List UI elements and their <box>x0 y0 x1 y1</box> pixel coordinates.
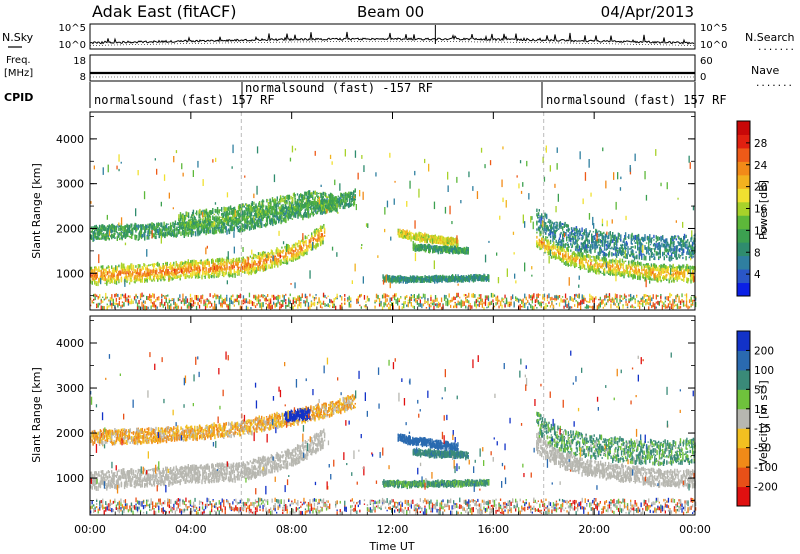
x-tick-label: 00:00 <box>74 523 106 536</box>
date-label: 04/Apr/2013 <box>601 3 694 21</box>
velocity-heatmap <box>90 316 697 516</box>
noise-trace <box>89 25 695 45</box>
colorbar-tick-label: 200 <box>754 345 774 357</box>
freq-unit-label: [MHz] <box>4 68 33 79</box>
colorbar-tick-label: 28 <box>754 138 767 150</box>
x-axis-label: Time UT <box>368 540 414 553</box>
x-tick-label: 20:00 <box>578 523 610 536</box>
nave-right-tick-low: 0 <box>700 72 706 83</box>
colorbar-swatch <box>737 331 750 351</box>
colorbar-tick-label: 4 <box>754 269 761 281</box>
nave-dots-key: ....... <box>755 79 793 89</box>
colorbar-swatch <box>737 447 750 468</box>
colorbar-swatch <box>737 201 750 216</box>
power-colorbar: 4 8 12 16 20 24 28 <box>736 120 768 297</box>
noise-left-tick-high: 10^5 <box>59 23 86 34</box>
y-tick-label: 4000 <box>56 133 84 146</box>
colorbar-tick-label: -200 <box>754 482 778 494</box>
velocity-colorbar: 200 100 50 15 -15 -50 -100 -200 <box>736 330 778 507</box>
colorbar-swatch <box>737 147 750 162</box>
noise-left-tick-low: 10^0 <box>59 40 86 51</box>
colorbar-tick-label: 12 <box>754 225 767 237</box>
colorbar-tick-label: 24 <box>754 160 768 172</box>
power-heatmap <box>90 112 697 311</box>
cpid-segment-3: normalsound (fast) 157 RF <box>546 93 727 107</box>
colorbar-tick-label: 8 <box>754 247 761 259</box>
velocity-panel: 1000 2000 3000 4000 Slant Range [km] <box>30 315 697 516</box>
noise-strip: 10^5 10^0 10^5 10^0 <box>59 23 728 51</box>
colorbar-swatch <box>737 428 750 449</box>
colorbar-swatch <box>737 228 750 243</box>
power-y-axis-label: Slant Range [km] <box>30 163 43 259</box>
colorbar-tick-label: 20 <box>754 182 767 194</box>
colorbar-swatch <box>737 242 750 257</box>
colorbar-swatch <box>737 350 750 371</box>
y-tick-label: 4000 <box>56 337 84 350</box>
frequency-strip: 18 8 60 0 <box>73 54 713 83</box>
noise-search-trace <box>90 41 694 46</box>
colorbar-tick-label: 16 <box>754 204 768 216</box>
y-tick-label: 3000 <box>56 382 84 395</box>
noise-right-tick-low: 10^0 <box>700 40 727 51</box>
velocity-y-axis-label: Slant Range [km] <box>30 367 43 463</box>
colorbar-swatch <box>737 161 750 176</box>
nave-label: Nave <box>751 64 779 77</box>
colorbar-swatch <box>737 282 750 297</box>
colorbar-tick-label: 50 <box>754 384 767 396</box>
cpid-segment-1: normalsound (fast) 157 RF <box>94 93 275 107</box>
nsky-label: N.Sky <box>2 31 34 44</box>
noise-right-tick-high: 10^5 <box>700 23 727 34</box>
colorbar-swatch <box>737 174 750 189</box>
colorbar-tick-label: -50 <box>754 443 771 455</box>
beam-label: Beam 00 <box>357 3 424 21</box>
colorbar-swatch <box>737 369 750 390</box>
colorbar-tick-label: -15 <box>754 423 771 435</box>
colorbar-tick-label: 100 <box>754 365 774 377</box>
x-tick-label: 08:00 <box>276 523 308 536</box>
colorbar-swatch <box>737 467 750 488</box>
colorbar-swatch <box>737 121 750 135</box>
nsearch-label: N.Search <box>745 31 795 44</box>
y-tick-label: 2000 <box>56 427 84 440</box>
cpid-label: CPID <box>4 91 33 104</box>
velocity-colorbar-label: Velocity [m s⁻¹] <box>757 380 770 465</box>
colorbar-swatch <box>737 269 750 284</box>
colorbar-swatch <box>737 486 750 507</box>
colorbar-tick-label: 15 <box>754 404 767 416</box>
colorbar-swatch <box>737 188 750 203</box>
colorbar-swatch <box>737 408 750 429</box>
colorbar-swatch <box>737 255 750 270</box>
velocity-y-ticks: 1000 2000 3000 4000 <box>56 320 695 501</box>
x-tick-label: 16:00 <box>477 523 509 536</box>
x-tick-label: 04:00 <box>175 523 207 536</box>
power-colorbar-label: Power [dB] <box>757 180 770 240</box>
colorbar-tick-label: -100 <box>754 462 778 474</box>
colorbar-swatch <box>737 389 750 410</box>
y-tick-label: 3000 <box>56 178 84 191</box>
colorbar-swatch <box>737 215 750 230</box>
colorbar-swatch <box>737 134 750 149</box>
y-tick-label: 1000 <box>56 472 84 485</box>
x-axis-ticks: 00:00 04:00 08:00 12:00 16:00 20:00 00:00 <box>74 112 711 536</box>
freq-label: Freq. <box>6 55 31 66</box>
cpid-strip: normalsound (fast) 157 RF normalsound (f… <box>89 81 727 108</box>
nsearch-dots-key: ....... <box>757 43 795 53</box>
y-tick-label: 1000 <box>56 267 84 280</box>
freq-left-tick-high: 18 <box>73 56 86 67</box>
y-tick-label: 2000 <box>56 222 84 235</box>
power-y-ticks: 1000 2000 3000 4000 <box>56 116 695 297</box>
station-title: Adak East (fitACF) <box>92 2 236 21</box>
power-panel: 1000 2000 3000 4000 Slant Range [km] <box>30 111 697 311</box>
freq-left-tick-low: 8 <box>80 72 86 83</box>
nave-right-tick-high: 60 <box>700 56 713 67</box>
cpid-segment-2: normalsound (fast) -157 RF <box>245 81 433 95</box>
x-tick-label: 00:00 <box>679 523 711 536</box>
x-tick-label: 12:00 <box>377 523 409 536</box>
